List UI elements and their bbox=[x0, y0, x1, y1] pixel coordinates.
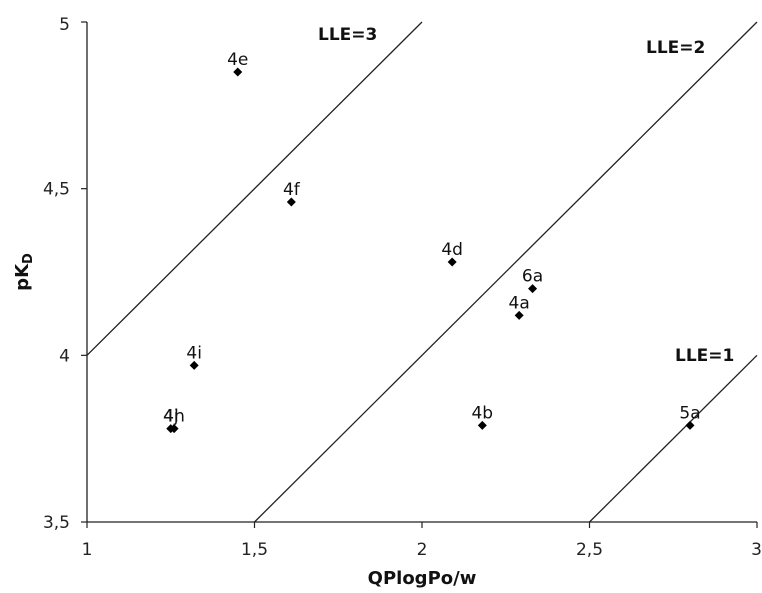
axes-group bbox=[86, 22, 757, 523]
data-point-label-4b: 4b bbox=[471, 403, 493, 423]
reference-line-lle-3 bbox=[86, 21, 423, 356]
data-point-label-5a: 5a bbox=[679, 403, 700, 423]
reference-line-lle-2 bbox=[254, 21, 758, 523]
data-point-label-4d: 4d bbox=[441, 240, 463, 260]
reference-line-label-lle-1: LLE=1 bbox=[675, 346, 734, 366]
data-point-4i bbox=[189, 360, 199, 370]
data-point-4b bbox=[477, 420, 487, 430]
reference-line-lle-1 bbox=[589, 354, 758, 523]
y-axis-title-subscript: D bbox=[21, 253, 36, 264]
data-point-label-4h: 4h bbox=[163, 407, 185, 427]
data-point-4f bbox=[286, 197, 296, 207]
x-tick-label: 2,5 bbox=[576, 540, 603, 560]
data-point-5a bbox=[685, 420, 695, 430]
reference-line-label-lle-2: LLE=2 bbox=[646, 38, 705, 58]
data-point-label-4j: 4j bbox=[163, 407, 179, 427]
data-point-label-4i: 4i bbox=[186, 343, 202, 363]
data-point-label-6a: 6a bbox=[522, 267, 543, 287]
data-point-4h bbox=[169, 424, 179, 434]
reference-line-label-lle-3: LLE=3 bbox=[318, 25, 377, 45]
data-point-6a bbox=[528, 284, 538, 294]
y-tick-label: 4 bbox=[59, 346, 70, 366]
x-tick-label: 1,5 bbox=[241, 540, 268, 560]
y-axis-title: pKD bbox=[12, 253, 36, 291]
data-point-label-4a: 4a bbox=[509, 293, 530, 313]
y-tick-label: 5 bbox=[59, 15, 70, 35]
reference-lines-group: LLE=3 LLE=2 LLE=1 bbox=[86, 21, 758, 523]
data-point-4e bbox=[233, 67, 243, 77]
x-tick-label: 2 bbox=[417, 540, 428, 560]
data-point-label-4f: 4f bbox=[283, 180, 301, 200]
y-axis-title-main: pK bbox=[12, 263, 33, 291]
y-tick-label: 4,5 bbox=[43, 180, 70, 200]
y-tick-label: 3,5 bbox=[43, 513, 70, 533]
data-point-4d bbox=[447, 257, 457, 267]
data-point-label-4e: 4e bbox=[227, 50, 248, 70]
x-axis-title: QPlogPo/w bbox=[368, 568, 477, 589]
x-tick-label: 3 bbox=[751, 540, 762, 560]
ticks-group: 1 1,5 2 2,5 3 3,5 4 4,5 5 bbox=[43, 15, 762, 560]
data-point-4a bbox=[514, 310, 524, 320]
x-tick-label: 1 bbox=[82, 540, 93, 560]
